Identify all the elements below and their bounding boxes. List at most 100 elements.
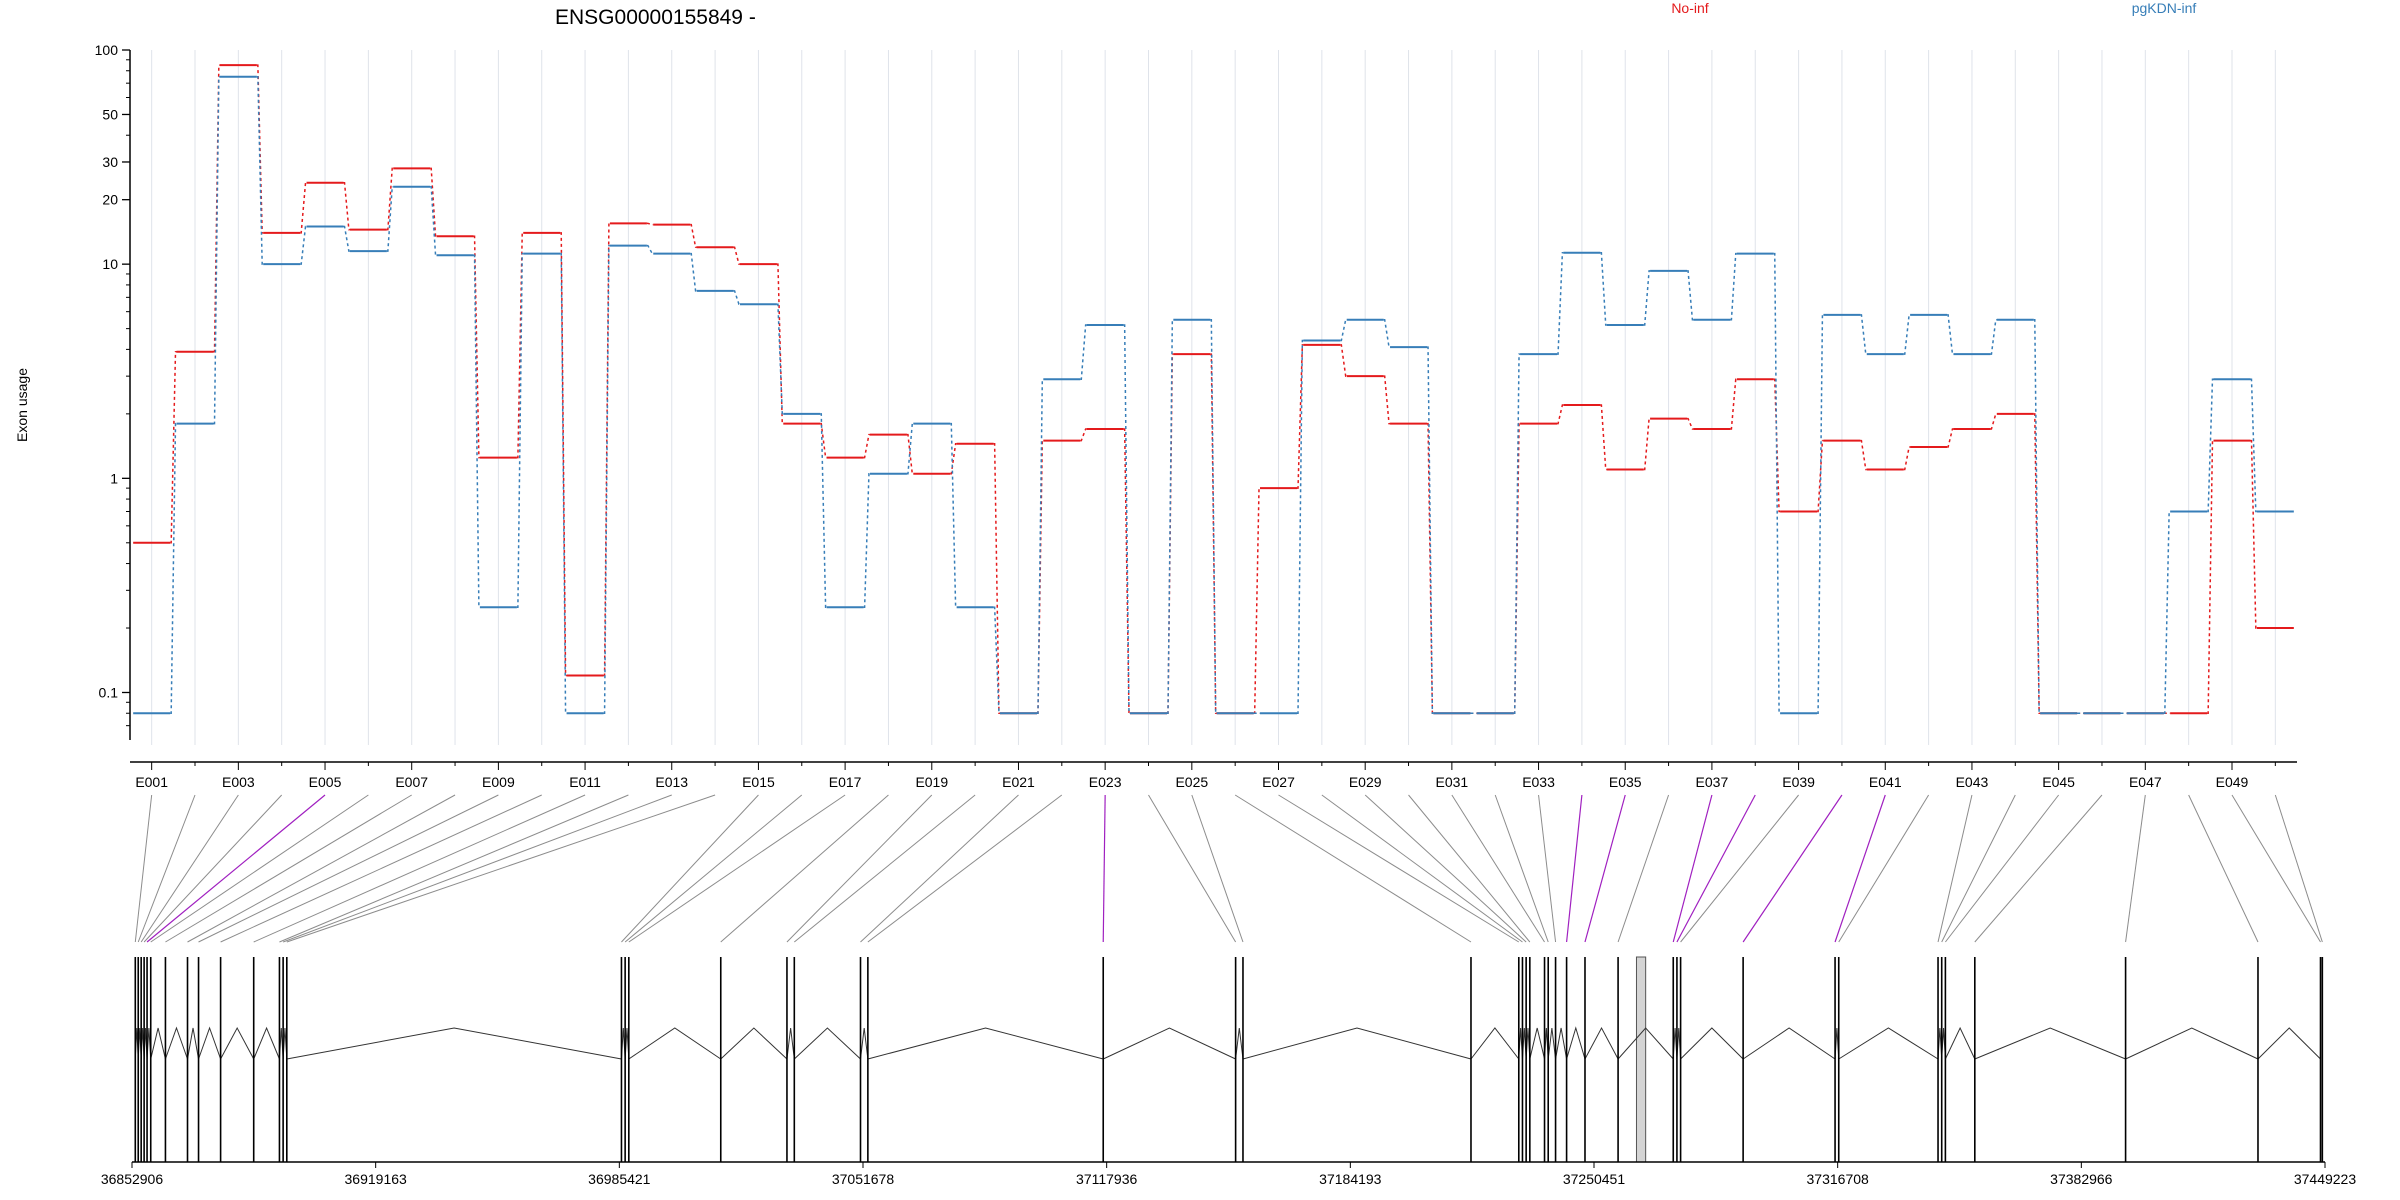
intron-line: [793, 1027, 861, 1060]
connector-dash: [1123, 428, 1130, 714]
connector-dash: [1947, 428, 1954, 448]
y-tick-label: 100: [95, 42, 119, 58]
intron-line: [1547, 1027, 1557, 1060]
exon-connector: [628, 794, 846, 943]
genomic-tick-label: 36919163: [345, 1171, 408, 1187]
connector-dash: [430, 185, 437, 257]
connector-dash: [1557, 252, 1564, 355]
connector-dash: [2207, 439, 2214, 714]
genomic-tick-label: 37382966: [2050, 1171, 2113, 1187]
exon-connector: [1191, 794, 1244, 943]
connector-dash: [1643, 270, 1651, 326]
connector-dash: [863, 473, 870, 609]
intron-line: [253, 1026, 280, 1060]
exon-connector: [1834, 794, 1886, 943]
exon-connector: [140, 794, 239, 943]
x-tick-label: E037: [1696, 774, 1729, 790]
x-tick-label: E039: [1782, 774, 1815, 790]
intron-line: [1470, 1027, 1520, 1060]
x-tick-label: E035: [1609, 774, 1642, 790]
exon-connector: [1148, 794, 1237, 943]
exon-connector: [1672, 794, 1713, 943]
x-tick-label: E019: [915, 774, 948, 790]
connector-dash: [2033, 319, 2041, 714]
connector-dash: [1817, 314, 1824, 714]
exon-connector: [1102, 794, 1106, 943]
intron-line: [1566, 1026, 1586, 1060]
chart-title: ENSG00000155849 -: [555, 6, 756, 29]
intron-line: [2257, 1027, 2321, 1060]
connector-dash: [603, 244, 610, 714]
exon-connector: [279, 794, 629, 943]
intron-line: [1584, 1026, 1619, 1060]
exon-connector: [860, 794, 1019, 943]
exon-connector: [1408, 794, 1531, 943]
connector-dash: [473, 235, 480, 459]
connector-dash: [213, 76, 220, 425]
y-tick-label: 20: [102, 192, 118, 208]
connector-dash: [646, 222, 654, 226]
connector-dash: [1903, 446, 1911, 471]
x-tick-label: E047: [2129, 774, 2162, 790]
series-no-inf: [133, 64, 2294, 715]
connector-dash: [1730, 378, 1737, 430]
x-tick-label: E049: [2216, 774, 2249, 790]
connector-dash: [386, 167, 394, 231]
connector-dash: [430, 167, 437, 238]
exon-connector: [1364, 794, 1527, 943]
exon-connector: [253, 794, 586, 943]
exon-connector: [1941, 794, 2016, 943]
exon-connector: [1566, 794, 1583, 943]
intron-line: [1555, 1027, 1568, 1060]
x-tick-label: E009: [482, 774, 515, 790]
x-tick-label: E031: [1436, 774, 1469, 790]
exon-connector-lines: [134, 794, 2323, 943]
y-tick-label: 30: [102, 154, 118, 170]
connector-dash: [2163, 510, 2171, 714]
connector-dash: [2033, 413, 2041, 714]
exon-connector: [187, 794, 456, 943]
connector-dash: [950, 422, 957, 609]
connector-dash: [1383, 375, 1391, 425]
connector-dash: [1036, 378, 1044, 714]
connector-dash: [646, 244, 654, 255]
connector-dash: [1687, 417, 1694, 430]
intron-line: [1742, 1027, 1836, 1060]
exon-connector: [165, 794, 412, 943]
connector-dash: [603, 222, 610, 677]
genomic-tick-label: 36852906: [101, 1171, 164, 1187]
exon-connector: [1451, 794, 1545, 943]
exon-connector: [1838, 794, 1930, 943]
connector-dash: [733, 290, 740, 305]
exon-connector: [1680, 794, 1799, 943]
connector-dash: [343, 181, 350, 231]
exon-connector: [1278, 794, 1520, 943]
connector-dash: [906, 422, 914, 475]
connector-dash: [1383, 319, 1391, 348]
connector-dash: [1817, 439, 1824, 513]
genomic-tick-label: 37250451: [1563, 1171, 1626, 1187]
connector-dash: [993, 443, 1000, 714]
connector-dash: [343, 225, 350, 252]
exon-connector: [1494, 794, 1549, 943]
connector-dash: [170, 350, 177, 544]
intron-line: [1617, 1027, 1674, 1060]
exon-connector: [1937, 794, 1973, 943]
connector-dash: [1427, 346, 1434, 714]
x-tick-label: E013: [655, 774, 688, 790]
connector-dash: [2250, 439, 2257, 629]
connector-dash: [1600, 252, 1607, 326]
connector-dash: [1903, 314, 1911, 355]
connector-dash: [473, 254, 480, 609]
connector-dash: [733, 246, 740, 265]
intron-line: [860, 1027, 869, 1060]
connector-dash: [1947, 314, 1954, 355]
exon-connector: [1321, 794, 1523, 943]
exon-connector: [137, 794, 196, 943]
connector-dash: [1687, 270, 1694, 321]
exon-connector: [282, 794, 672, 943]
exon-connector: [2125, 794, 2146, 943]
connector-dash: [690, 252, 697, 292]
x-tick-label: E033: [1522, 774, 1555, 790]
